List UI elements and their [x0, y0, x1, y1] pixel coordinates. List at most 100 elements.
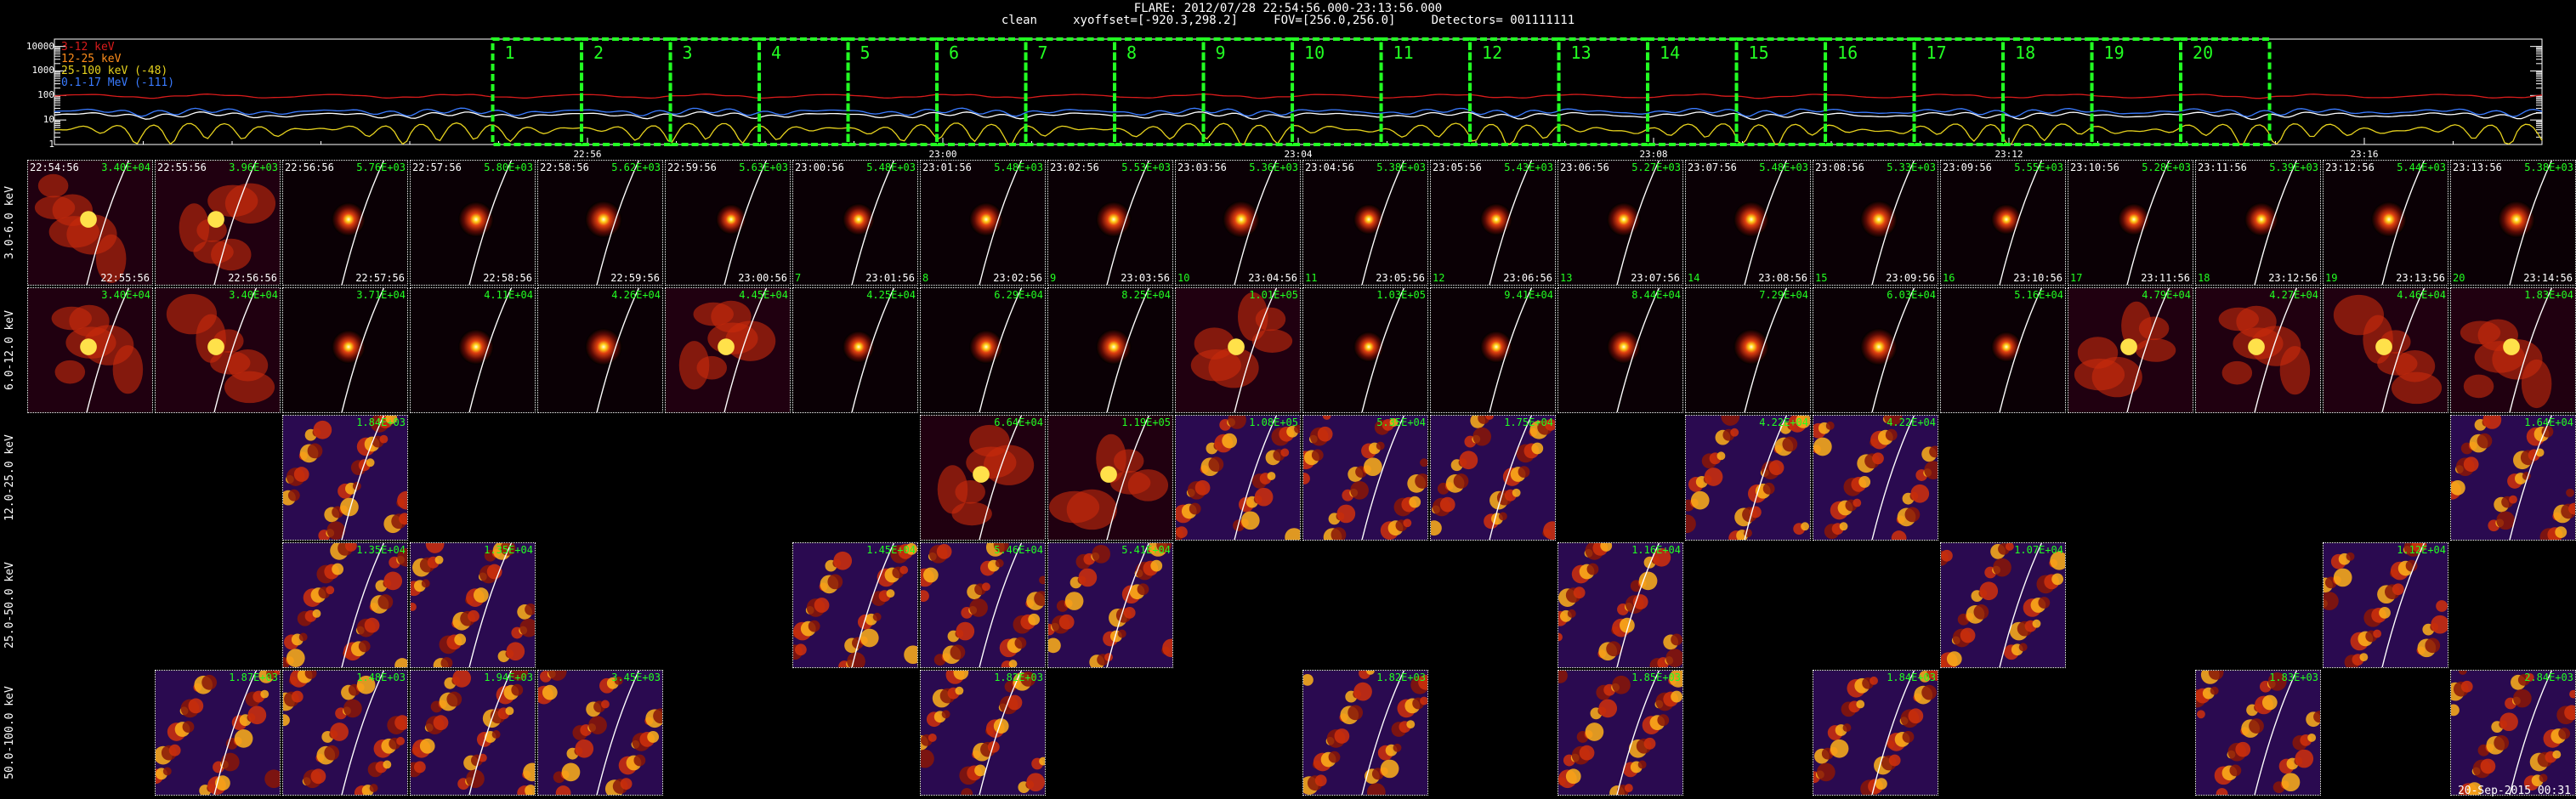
tile-start-time: 23:04:56 — [1305, 162, 1354, 173]
image-tile: 1.82E+03 — [1302, 670, 1428, 796]
tile-peak-value: 1.16E+04 — [1631, 544, 1681, 556]
band-label-13: 13 — [1570, 42, 1592, 63]
tile-peak-value: 1.19E+05 — [1121, 416, 1171, 428]
image-tile: 1.07E+04 — [1940, 542, 2066, 668]
time-band-12 — [1468, 37, 1561, 146]
time-band-4 — [757, 37, 850, 146]
legend-entry: 25-100 keV (-48) — [61, 65, 168, 77]
tile-peak-value: 5.48E+03 — [1759, 162, 1808, 173]
legend-entry: 12-25 keV — [61, 53, 122, 65]
image-tile: 23:00:56 5.48E+03 23:01:56 7 — [792, 160, 918, 286]
image-tile: 23:08:56 5.33E+03 23:09:56 15 — [1813, 160, 1938, 286]
image-tile: 1.35E+04 — [282, 542, 408, 668]
image-tile: 1.19E+05 — [1047, 415, 1173, 541]
image-tile: 5.41E+04 — [1047, 542, 1173, 668]
image-tile: 5.46E+04 — [920, 542, 1046, 668]
image-tile: 23:11:56 5.39E+03 23:12:56 18 — [2195, 160, 2321, 286]
xtick-label: 23:16 — [2350, 149, 2379, 160]
time-band-1 — [491, 37, 584, 146]
image-tile: 1.85E+03 — [1558, 670, 1683, 796]
row-label: 50.0-100.0 keV — [3, 686, 16, 779]
image-tile: 1.75E+04 — [1430, 415, 1556, 541]
tile-peak-value: 1.01E+05 — [1249, 289, 1298, 301]
tile-peak-value: 8.44E+04 — [1631, 289, 1681, 301]
tile-band-number: 17 — [2070, 272, 2083, 284]
tile-peak-value: 5.62E+03 — [611, 162, 661, 173]
band-label-2: 2 — [593, 42, 604, 63]
tile-peak-value: 1.87E+03 — [229, 672, 278, 683]
tile-peak-value: 1.12E+04 — [2397, 544, 2446, 556]
tile-peak-value: 1.35E+04 — [484, 544, 533, 556]
xtick-label: 23:00 — [928, 149, 957, 160]
tile-band-number: 16 — [1943, 272, 1955, 284]
time-band-7 — [1024, 37, 1117, 146]
legend-entry: 0.1-17 MeV (-111) — [61, 76, 175, 89]
image-tile: 5.35E+04 — [1302, 415, 1428, 541]
tile-start-time: 22:58:56 — [540, 162, 589, 173]
time-band-17 — [1912, 37, 2006, 146]
tile-peak-value: 4.45E+04 — [739, 289, 788, 301]
image-tile: 8.44E+04 — [1558, 287, 1683, 413]
band-label-3: 3 — [682, 42, 693, 63]
tile-peak-value: 2.84E+03 — [2524, 672, 2573, 683]
tile-peak-value: 8.25E+04 — [1121, 289, 1171, 301]
time-band-19 — [2090, 37, 2183, 146]
tile-peak-value: 5.38E+03 — [1376, 162, 1426, 173]
tile-band-number: 7 — [795, 272, 802, 284]
tile-peak-value: 1.45E+04 — [866, 544, 916, 556]
tile-peak-value: 1.82E+03 — [994, 672, 1043, 683]
tile-end-time: 22:57:56 — [355, 272, 405, 284]
image-tile: 4.45E+04 — [665, 287, 791, 413]
image-tile: 4.22E+04 — [1685, 415, 1811, 541]
image-tile: 1.83E+04 — [2450, 287, 2576, 413]
lightcurve-plot — [54, 37, 2543, 146]
tile-start-time: 23:13:56 — [2453, 162, 2502, 173]
tile-peak-value: 1.83E+03 — [2269, 672, 2318, 683]
image-tile: 2.84E+03 — [2450, 670, 2576, 796]
tile-peak-value: 5.27E+03 — [1631, 162, 1681, 173]
image-tile: 1.16E+04 — [1558, 542, 1683, 668]
tile-band-number: 19 — [2325, 272, 2338, 284]
time-band-20 — [2179, 37, 2272, 146]
tile-peak-value: 1.82E+03 — [1376, 672, 1426, 683]
tile-start-time: 22:55:56 — [157, 162, 207, 173]
band-label-1: 1 — [504, 42, 515, 63]
tile-peak-value: 1.07E+04 — [2014, 544, 2063, 556]
time-band-2 — [580, 37, 672, 146]
image-tile: 1.84E+03 — [282, 415, 408, 541]
band-label-11: 11 — [1393, 42, 1414, 63]
band-label-5: 5 — [860, 42, 871, 63]
row-label: 3.0-6.0 keV — [3, 185, 16, 260]
tile-end-time: 23:11:56 — [2141, 272, 2190, 284]
image-tile: 1.87E+03 — [155, 670, 281, 796]
tile-band-number: 12 — [1433, 272, 1445, 284]
ytick-label: 10000 — [26, 40, 54, 52]
tile-peak-value: 4.25E+04 — [866, 289, 916, 301]
xtick-label: 23:12 — [1994, 149, 2023, 160]
image-tile: 1.83E+03 — [2195, 670, 2321, 796]
tile-peak-value: 4.79E+04 — [2142, 289, 2191, 301]
image-tile: 22:58:56 5.62E+03 22:59:56 — [537, 160, 663, 286]
time-band-9 — [1201, 37, 1295, 146]
tile-peak-value: 1.08E+05 — [1249, 416, 1298, 428]
tile-peak-value: 4.11E+04 — [484, 289, 533, 301]
tile-band-number: 18 — [2198, 272, 2210, 284]
tile-start-time: 22:54:56 — [30, 162, 79, 173]
xtick-label: 23:08 — [1639, 149, 1668, 160]
band-label-14: 14 — [1660, 42, 1681, 63]
tile-end-time: 23:09:56 — [1886, 272, 1935, 284]
band-label-17: 17 — [1926, 42, 1947, 63]
image-tile: 1.84E+03 — [1813, 670, 1938, 796]
image-tile: 4.27E+04 — [2195, 287, 2321, 413]
tile-start-time: 23:03:56 — [1177, 162, 1227, 173]
tile-peak-value: 4.27E+04 — [2269, 289, 2318, 301]
image-tile: 23:13:56 5.38E+03 23:14:56 20 — [2450, 160, 2576, 286]
image-tile: 1.45E+04 — [792, 542, 918, 668]
lightcurve-3-12kev — [54, 94, 2543, 99]
lightcurve-25-100kev — [54, 122, 2543, 145]
tile-peak-value: 5.48E+03 — [994, 162, 1043, 173]
tile-peak-value: 5.41E+04 — [1121, 544, 1171, 556]
tile-peak-value: 3.45E+03 — [611, 672, 661, 683]
image-tile: 4.46E+04 — [2323, 287, 2448, 413]
